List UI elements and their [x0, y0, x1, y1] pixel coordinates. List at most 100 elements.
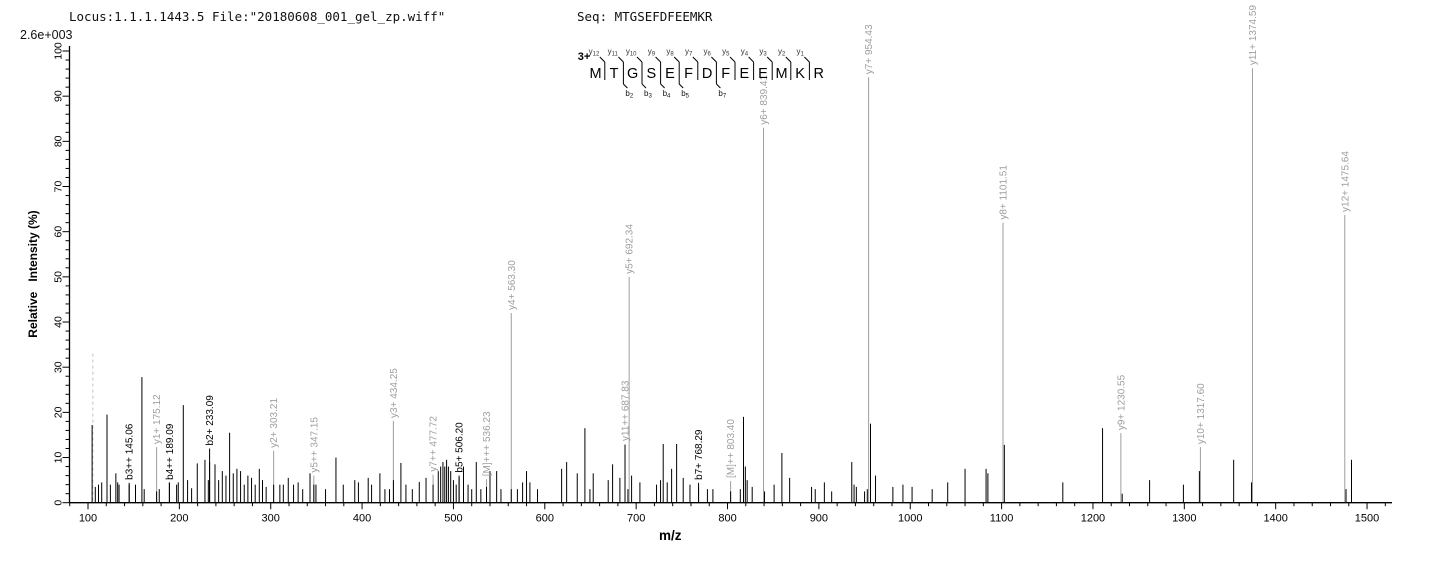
spectrum-peaks: [91, 377, 1353, 503]
ion-label: y4+ 563.30: [507, 260, 518, 310]
x-tick-label: 1500: [1355, 513, 1379, 525]
b-ion-tick: [716, 83, 721, 89]
precursor-charge-label: 3+: [578, 51, 591, 63]
ion-label: y10+ 1317.60: [1196, 383, 1207, 444]
y-ion-index-label: y7: [685, 47, 693, 58]
ion-label: b7+ 768.29: [694, 429, 705, 480]
y-ion-index-label: y8: [666, 47, 674, 58]
y-ion-tick: [729, 56, 736, 63]
b-ion-index-label: b7: [718, 89, 726, 100]
y-ion-tick: [692, 56, 699, 63]
ion-label: y2+ 303.21: [269, 398, 280, 448]
y-tick-labels: 0 10 20 30 40 50 60 70 80 90 100: [53, 42, 65, 506]
residue-letter: F: [684, 66, 693, 82]
ion-label: y6+ 839.41: [759, 75, 770, 125]
residue-letter: M: [589, 66, 601, 82]
y-ion-index-label: y3: [759, 47, 767, 58]
x-tick-label: 500: [444, 513, 462, 525]
y-tick-label: 30: [53, 361, 65, 373]
y-ion-index-label: y1: [797, 47, 805, 58]
x-tick-label: 200: [170, 513, 188, 525]
x-tick-label: 700: [627, 513, 645, 525]
x-tick-labels: 100 200 300 400 500 600 700 800 900 1000 1100 1200 1…: [79, 513, 1379, 525]
x-tick-label: 1300: [1172, 513, 1196, 525]
x-tick-label: 1100: [990, 513, 1014, 525]
y-ion-tick: [748, 56, 754, 63]
y-ion-tick: [618, 56, 624, 63]
y-tick-label: 90: [53, 90, 65, 102]
x-tick-label: 1400: [1263, 513, 1287, 525]
ion-label: y11++ 687.83: [621, 380, 632, 441]
residue-letter: E: [739, 66, 749, 82]
y-tick-label: 40: [53, 316, 65, 328]
b-ion-index-label: b5: [681, 89, 689, 100]
b-ion-tick: [660, 83, 665, 89]
ion-label: [M]++ 803.40: [726, 419, 737, 478]
residue-letter: R: [813, 66, 823, 82]
y-ion-index-label: y2: [778, 47, 786, 58]
x-tick-label: 300: [262, 513, 280, 525]
b-ion-tick: [641, 83, 647, 89]
y-tick-label: 50: [53, 271, 65, 283]
y-ion-tick: [655, 56, 661, 63]
residue-letter: T: [610, 66, 619, 82]
residue-letter: S: [646, 66, 656, 82]
ion-label: b3++ 145.06: [125, 423, 136, 480]
y-ion-index-label: y6: [704, 47, 712, 58]
x-tick-label: 900: [810, 513, 828, 525]
residue-letter: D: [702, 66, 712, 82]
ion-label: y5+ 692.34: [625, 224, 636, 274]
ion-label: y9+ 1230.55: [1116, 374, 1127, 430]
ion-label: y11+ 1374.59: [1248, 5, 1259, 66]
y-tick-label: 20: [53, 406, 65, 418]
y-ion-index-label: y12: [589, 47, 600, 58]
residue-letter: F: [721, 66, 730, 82]
ion-label: y3+ 434.25: [389, 368, 400, 418]
y-ion-index-label: y5: [722, 47, 730, 58]
residue-letter: G: [627, 66, 638, 82]
header-sequence: Seq: MTGSEFDFEEMKR: [577, 9, 713, 24]
residue-letter: K: [795, 66, 805, 82]
b-ion-index-label: b4: [663, 89, 671, 100]
y-ion-index-label: y10: [626, 47, 637, 58]
ion-label: y5++ 347.15: [309, 417, 320, 473]
b-ion-tick: [623, 83, 628, 89]
b-ion-index-label: b3: [644, 89, 652, 100]
y-tick-label: 100: [53, 42, 65, 60]
ion-label: y7++ 477.72: [429, 416, 440, 472]
x-tick-label: 100: [79, 513, 97, 525]
b-ion-tick: [678, 83, 684, 89]
ion-label: [M]+++ 536.23: [482, 411, 493, 476]
y-ion-tick: [636, 56, 643, 63]
x-tick-label: 600: [536, 513, 554, 525]
y-tick-label: 80: [53, 135, 65, 147]
x-tick-label: 400: [353, 513, 371, 525]
y-ion-index-label: y9: [648, 47, 656, 58]
y-ion-index-label: y4: [741, 47, 749, 58]
axes: [62, 46, 1392, 510]
x-axis-title: m/z: [659, 528, 682, 543]
x-tick-label: 1000: [898, 513, 922, 525]
header-locus-file: Locus:1.1.1.1443.5 File:"20180608_001_ge…: [69, 9, 446, 24]
y-ion-tick: [599, 56, 606, 63]
y-ion-tick: [711, 56, 717, 63]
residue-letter: E: [758, 66, 768, 82]
y-tick-label: 10: [53, 452, 65, 464]
residue-letter: E: [665, 66, 675, 82]
b-ion-index-label: b2: [625, 89, 633, 100]
x-tick-label: 800: [718, 513, 736, 525]
ion-label: b4++ 189.09: [165, 423, 176, 480]
y-ion-tick: [673, 56, 680, 63]
y-tick-label: 0: [53, 500, 65, 506]
ion-label: b2+ 233.09: [205, 395, 216, 446]
x-tick-label: 1200: [1081, 513, 1105, 525]
ion-label: y1+ 175.12: [152, 394, 163, 444]
y-tick-label: 70: [53, 181, 65, 193]
y-ion-index-label: y11: [608, 47, 619, 58]
ion-label: y8+ 1101.51: [998, 165, 1009, 220]
y-ion-tick: [766, 56, 773, 63]
